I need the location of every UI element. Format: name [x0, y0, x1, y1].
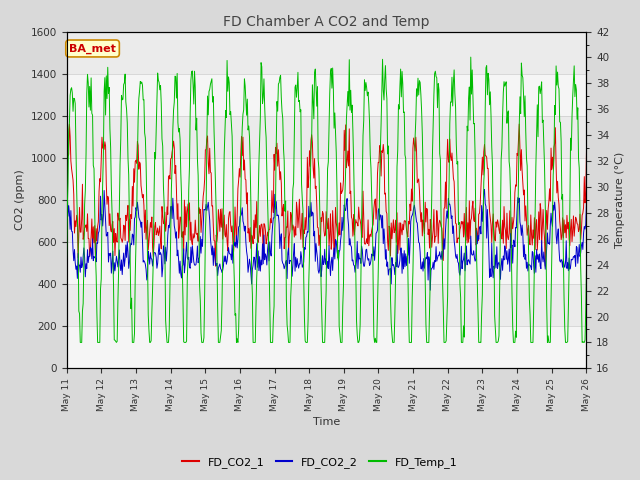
FD_CO2_1 [206, 145, 214, 151]
FD_CO2_1 [515, 121, 523, 127]
Bar [67, 73, 586, 116]
FD_Temp_1 [179, 297, 187, 302]
FD_CO2_2 [404, 235, 412, 241]
X-axis label: Time: Time [313, 417, 340, 427]
Bar [67, 326, 586, 368]
FD_CO2_1 [406, 221, 413, 227]
FD_CO2_2 [125, 259, 133, 265]
FD_Temp_1 [63, 257, 70, 263]
FD_CO2_2 [179, 263, 186, 269]
Legend: FD_CO2_1, FD_CO2_2, FD_Temp_1: FD_CO2_1, FD_CO2_2, FD_Temp_1 [178, 452, 462, 472]
FD_CO2_2 [63, 217, 70, 223]
FD_CO2_1 [212, 264, 220, 269]
FD_Temp_1 [582, 265, 590, 271]
Line: FD_Temp_1: FD_Temp_1 [67, 57, 586, 342]
FD_CO2_2 [206, 217, 214, 223]
Title: FD Chamber A CO2 and Temp: FD Chamber A CO2 and Temp [223, 15, 429, 29]
FD_CO2_1 [125, 216, 133, 222]
FD_CO2_1 [72, 224, 80, 229]
FD_CO2_2 [390, 262, 397, 267]
FD_CO2_2 [72, 266, 80, 272]
Y-axis label: CO2 (ppm): CO2 (ppm) [15, 169, 25, 230]
Line: FD_CO2_1: FD_CO2_1 [67, 124, 586, 266]
FD_Temp_1 [406, 339, 413, 345]
Bar [67, 158, 586, 200]
FD_CO2_1 [63, 163, 70, 168]
FD_Temp_1 [76, 339, 84, 345]
FD_CO2_1 [179, 234, 186, 240]
FD_CO2_1 [390, 230, 398, 236]
Y-axis label: Temperature (°C): Temperature (°C) [615, 152, 625, 248]
FD_CO2_2 [426, 288, 434, 293]
FD_CO2_2 [481, 187, 488, 192]
FD_Temp_1 [390, 339, 398, 345]
Bar [67, 242, 586, 284]
FD_Temp_1 [207, 82, 214, 87]
Line: FD_CO2_2: FD_CO2_2 [67, 190, 586, 290]
Text: BA_met: BA_met [69, 43, 116, 54]
FD_Temp_1 [467, 54, 475, 60]
FD_CO2_2 [582, 200, 590, 205]
FD_CO2_1 [582, 148, 590, 154]
FD_Temp_1 [126, 256, 134, 262]
FD_Temp_1 [72, 143, 80, 148]
